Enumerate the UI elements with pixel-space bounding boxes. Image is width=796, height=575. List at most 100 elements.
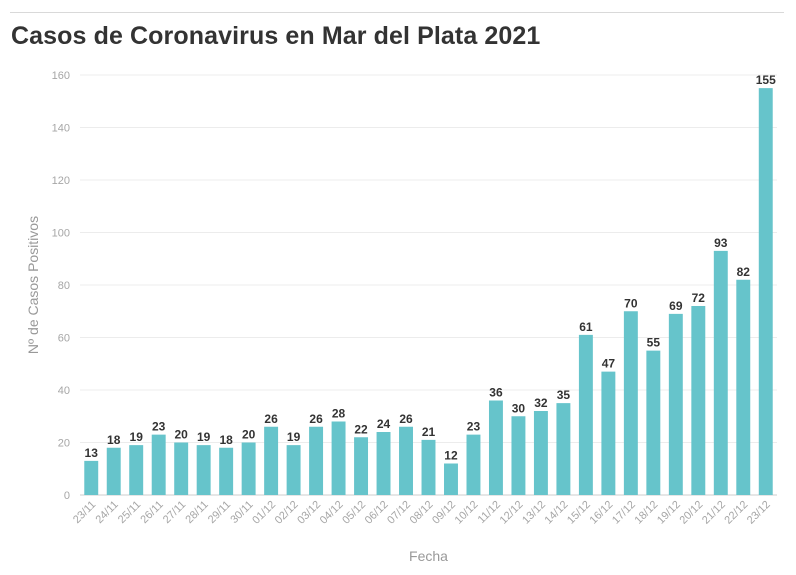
chart-title: Casos de Coronavirus en Mar del Plata 20… <box>11 22 541 50</box>
data-label-24/11: 18 <box>107 433 121 447</box>
x-tick-label-23/12: 23/12 <box>745 499 773 527</box>
bar-24/11 <box>106 447 121 495</box>
bar-08/12 <box>421 439 436 495</box>
x-tick-label-08/12: 08/12 <box>408 499 436 527</box>
data-label-22/12: 82 <box>737 265 751 279</box>
x-tick-label-11/12: 11/12 <box>476 499 503 526</box>
bar-17/12 <box>623 311 638 495</box>
bar-11/12 <box>488 400 503 495</box>
bar-30/11 <box>241 442 256 495</box>
data-label-05/12: 22 <box>354 422 368 436</box>
x-axis-ticks: 23/1124/1125/1126/1127/1128/1129/1130/11… <box>71 499 773 527</box>
data-label-25/11: 19 <box>130 430 144 444</box>
bar-29/11 <box>219 447 234 495</box>
bar-05/12 <box>354 437 369 495</box>
bar-28/11 <box>196 445 211 495</box>
bar-16/12 <box>601 371 616 495</box>
top-divider <box>10 12 784 13</box>
data-label-23/12: 155 <box>756 73 776 87</box>
data-label-20/12: 72 <box>692 291 706 305</box>
bar-15/12 <box>578 334 593 495</box>
data-label-23/11: 13 <box>85 446 99 460</box>
bar-06/12 <box>376 432 391 495</box>
data-labels: 13 18 19 23 20 19 18 20 26 19 26 28 22 24 26 21 12 23 36 30… <box>85 73 777 462</box>
x-tick-label-10/12: 10/12 <box>453 499 481 527</box>
x-tick-label-24/11: 24/11 <box>93 499 120 526</box>
x-tick-label-04/12: 04/12 <box>318 499 346 527</box>
x-tick-label-09/12: 09/12 <box>430 499 458 527</box>
x-tick-label-13/12: 13/12 <box>520 499 548 527</box>
bar-19/12 <box>668 313 683 495</box>
y-axis-title: Nº de Casos Positivos <box>25 216 41 354</box>
x-tick-label-03/12: 03/12 <box>295 499 323 527</box>
bar-04/12 <box>331 421 346 495</box>
gridlines <box>80 74 777 443</box>
x-tick-label-29/11: 29/11 <box>206 499 233 526</box>
x-tick-label-19/12: 19/12 <box>655 499 683 527</box>
bar-27/11 <box>174 442 189 495</box>
x-tick-label-18/12: 18/12 <box>633 499 661 527</box>
data-label-08/12: 21 <box>422 425 436 439</box>
x-tick-label-14/12: 14/12 <box>543 499 571 527</box>
data-label-18/12: 55 <box>647 336 661 350</box>
x-tick-label-22/12: 22/12 <box>722 499 750 527</box>
bar-09/12 <box>444 463 458 495</box>
bar-13/12 <box>533 411 548 495</box>
y-axis-ticks: 0 20 40 60 80 100 120 140 160 <box>52 70 70 502</box>
bar-14/12 <box>556 403 571 495</box>
y-tick-label-0: 0 <box>64 490 70 502</box>
y-tick-label-100: 100 <box>52 228 70 240</box>
x-tick-label-23/11: 23/11 <box>71 499 98 526</box>
data-label-03/12: 26 <box>309 412 323 426</box>
data-label-02/12: 19 <box>287 430 301 444</box>
data-label-17/12: 70 <box>624 296 638 310</box>
data-label-09/12: 12 <box>444 449 458 463</box>
y-tick-label-120: 120 <box>52 175 70 187</box>
bar-26/11 <box>151 434 166 495</box>
data-label-07/12: 26 <box>399 412 413 426</box>
bar-25/11 <box>129 445 144 495</box>
data-label-11/12: 36 <box>489 386 503 400</box>
x-tick-label-06/12: 06/12 <box>363 499 391 527</box>
data-label-19/12: 69 <box>669 299 683 313</box>
data-label-12/12: 30 <box>512 401 526 415</box>
bar-20/12 <box>691 306 706 495</box>
data-label-15/12: 61 <box>579 320 593 334</box>
y-tick-label-140: 140 <box>52 123 70 135</box>
y-tick-label-60: 60 <box>58 333 70 345</box>
x-tick-label-26/11: 26/11 <box>138 499 165 526</box>
bar-23/12 <box>758 88 773 495</box>
data-label-04/12: 28 <box>332 407 346 421</box>
data-label-29/11: 18 <box>219 433 233 447</box>
x-tick-label-02/12: 02/12 <box>273 499 301 527</box>
data-label-30/11: 20 <box>242 428 256 442</box>
bar-23/11 <box>84 460 99 495</box>
y-tick-label-160: 160 <box>52 70 70 82</box>
y-tick-label-80: 80 <box>58 280 70 292</box>
bars <box>84 88 773 495</box>
x-tick-label-01/12: 01/12 <box>250 499 278 527</box>
x-tick-label-15/12: 15/12 <box>565 499 593 527</box>
y-tick-label-40: 40 <box>58 385 70 397</box>
data-label-16/12: 47 <box>602 357 616 371</box>
x-tick-label-28/11: 28/11 <box>183 499 210 526</box>
data-label-01/12: 26 <box>264 412 278 426</box>
data-label-28/11: 19 <box>197 430 211 444</box>
bar-03/12 <box>309 426 324 495</box>
bar-12/12 <box>511 416 526 495</box>
bar-10/12 <box>466 434 481 495</box>
x-tick-label-16/12: 16/12 <box>588 499 616 527</box>
x-tick-label-20/12: 20/12 <box>677 499 705 527</box>
x-tick-label-21/12: 21/12 <box>700 499 728 527</box>
x-tick-label-25/11: 25/11 <box>116 499 143 526</box>
x-axis-title: Fecha <box>409 548 448 564</box>
bar-07/12 <box>399 426 413 495</box>
bar-22/12 <box>736 279 751 495</box>
data-label-26/11: 23 <box>152 420 166 434</box>
bar-18/12 <box>646 350 661 495</box>
bar-21/12 <box>713 250 728 495</box>
x-tick-label-05/12: 05/12 <box>340 499 368 527</box>
x-tick-label-30/11: 30/11 <box>228 499 255 526</box>
x-tick-label-12/12: 12/12 <box>498 499 526 527</box>
